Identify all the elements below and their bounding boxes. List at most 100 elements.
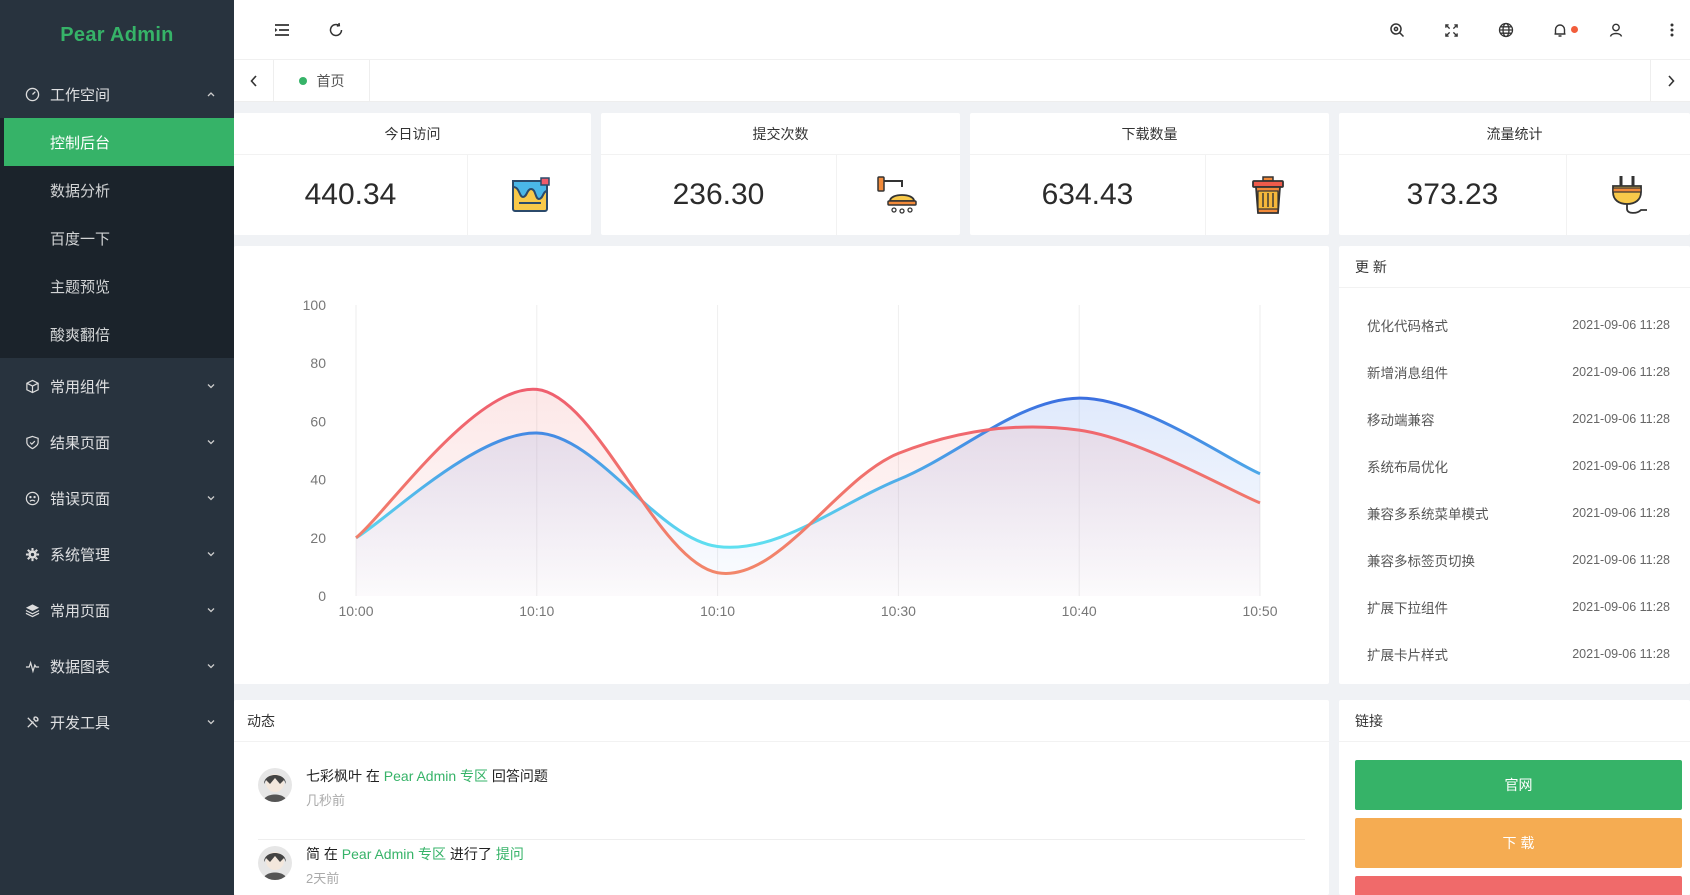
activity-time: 2天前 (306, 871, 340, 886)
menu-components[interactable]: 常用组件 (0, 358, 234, 414)
tab-label: 首页 (316, 73, 345, 89)
menu-system-management[interactable]: 系统管理 (0, 526, 234, 582)
panel-title: 链接 (1339, 700, 1690, 742)
y-tick-label: 40 (310, 472, 326, 488)
search-icon[interactable] (1387, 20, 1407, 40)
submenu-item-console[interactable]: 控制后台 (4, 118, 234, 166)
update-item[interactable]: 扩展卡片样式 2021-09-06 11:28 (1355, 644, 1670, 664)
menu-workspace[interactable]: 工作空间 (0, 70, 234, 118)
activity-place-link[interactable]: Pear Admin 专区 (383, 768, 489, 784)
activity-panel: 动态 七彩枫叶 在 Pear Admin 专区 回答问题 几秒前 简 在 Pea… (234, 700, 1329, 895)
stat-card-visits: 今日访问 440.34 (234, 113, 591, 235)
tab-home[interactable]: 首页 (274, 60, 370, 102)
update-item[interactable]: 优化代码格式 2021-09-06 11:28 (1355, 315, 1670, 335)
activity-user[interactable]: 简 (306, 846, 320, 862)
y-tick-label: 0 (318, 588, 326, 604)
menu-label: 开发工具 (50, 714, 111, 732)
app-logo[interactable]: Pear Admin (60, 23, 174, 46)
update-item[interactable]: 扩展下拉组件 2021-09-06 11:28 (1355, 597, 1670, 617)
chevron-down-icon (207, 384, 215, 389)
plug-icon (1611, 176, 1647, 214)
official-site-button[interactable]: 官网 (1355, 760, 1682, 810)
download-button[interactable]: 下 载 (1355, 818, 1682, 868)
notification-dot (1571, 26, 1578, 33)
update-time: 2021-09-06 11:28 (1572, 600, 1670, 614)
stat-title: 下载数量 (970, 113, 1329, 155)
pulse-icon (24, 658, 40, 674)
series-area (356, 389, 1260, 596)
avatar[interactable] (258, 846, 292, 880)
gear-icon (24, 546, 40, 562)
fullscreen-icon[interactable] (1441, 20, 1461, 40)
activity-in: 在 (362, 768, 384, 784)
update-time: 2021-09-06 11:28 (1572, 412, 1670, 426)
menu-fold-icon[interactable] (272, 20, 292, 40)
activity-user[interactable]: 七彩枫叶 (306, 768, 362, 784)
update-name: 新增消息组件 (1367, 366, 1448, 381)
x-tick-label: 10:10 (519, 603, 554, 619)
stat-card-downloads: 下载数量 634.43 (970, 113, 1329, 235)
series-line (355, 387, 1261, 575)
panel-title: 更 新 (1339, 246, 1690, 288)
menu-data-charts[interactable]: 数据图表 (0, 638, 234, 694)
update-time: 2021-09-06 11:28 (1572, 506, 1670, 520)
series-line (355, 396, 1261, 549)
update-item[interactable]: 系统布局优化 2021-09-06 11:28 (1355, 456, 1670, 476)
update-time: 2021-09-06 11:28 (1572, 365, 1670, 379)
y-tick-label: 100 (303, 297, 327, 313)
menu-label: 错误页面 (50, 490, 111, 508)
x-tick-label: 10:40 (1062, 603, 1097, 619)
update-item[interactable]: 兼容多系统菜单模式 2021-09-06 11:28 (1355, 503, 1670, 523)
menu-common-pages[interactable]: 常用页面 (0, 582, 234, 638)
submenu-item-theme-preview[interactable]: 主题预览 (50, 278, 111, 296)
user-icon[interactable] (1606, 20, 1626, 40)
chevron-up-icon (207, 92, 215, 97)
stat-title: 提交次数 (601, 113, 960, 155)
globe-icon[interactable] (1496, 20, 1516, 40)
avatar[interactable] (258, 768, 292, 802)
stat-value: 236.30 (672, 178, 765, 211)
more-icon[interactable] (1662, 20, 1682, 40)
line-chart: 0 20 40 60 80 100 10:00 10:10 10:10 10:30 10:40 10:… (303, 297, 1278, 619)
panel-title: 动态 (234, 700, 1329, 742)
update-time: 2021-09-06 11:28 (1572, 553, 1670, 567)
updates-panel: 更 新 优化代码格式 2021-09-06 11:28 新增消息组件 2021-… (1339, 246, 1690, 684)
update-name: 移动端兼容 (1367, 413, 1435, 428)
tab-scroll-left-button[interactable] (234, 60, 274, 102)
activity-text: 简 在 Pear Admin 专区 进行了 提问 (306, 844, 524, 864)
tab-scroll-right-button[interactable] (1650, 60, 1690, 102)
stat-title: 今日访问 (234, 113, 591, 155)
update-item[interactable]: 移动端兼容 2021-09-06 11:28 (1355, 409, 1670, 429)
bell-icon[interactable] (1550, 20, 1578, 40)
chevron-down-icon (207, 664, 215, 669)
shield-check-icon (24, 434, 40, 450)
menu-dev-tools[interactable]: 开发工具 (0, 694, 234, 750)
refresh-icon[interactable] (326, 20, 346, 40)
update-item[interactable]: 兼容多标签页切换 2021-09-06 11:28 (1355, 550, 1670, 570)
activity-action: 回答问题 (488, 768, 548, 784)
menu-label: 系统管理 (50, 546, 111, 564)
menu-result-pages[interactable]: 结果页面 (0, 414, 234, 470)
activity-place-link[interactable]: Pear Admin 专区 (341, 846, 447, 862)
update-name: 兼容多系统菜单模式 (1367, 507, 1489, 522)
chevron-down-icon (207, 720, 215, 725)
stat-value: 373.23 (1406, 178, 1499, 211)
x-tick-label: 10:10 (700, 603, 735, 619)
links-panel: 链接 官网 下 载 (1339, 700, 1690, 895)
menu-error-pages[interactable]: 错误页面 (0, 470, 234, 526)
menu-label: 结果页面 (50, 434, 111, 452)
chevron-down-icon (207, 440, 215, 445)
submenu-item-baidu[interactable]: 百度一下 (50, 230, 111, 248)
submenu-item-double[interactable]: 酸爽翻倍 (50, 326, 111, 344)
sidebar: Pear Admin 工作空间 控制后台 数据分析 百度一下 主题预览 酸爽翻倍… (0, 0, 234, 895)
link-button-3[interactable] (1355, 876, 1682, 895)
update-time: 2021-09-06 11:28 (1572, 647, 1670, 661)
paint-bucket-icon (511, 177, 550, 212)
submenu-item-analysis[interactable]: 数据分析 (50, 182, 111, 200)
chevron-down-icon (207, 496, 215, 501)
activity-action: 进行了 (446, 846, 496, 862)
menu-label: 常用页面 (50, 602, 111, 620)
activity-target-link[interactable]: 提问 (495, 846, 524, 862)
update-item[interactable]: 新增消息组件 2021-09-06 11:28 (1355, 362, 1670, 382)
chevron-down-icon (207, 608, 215, 613)
